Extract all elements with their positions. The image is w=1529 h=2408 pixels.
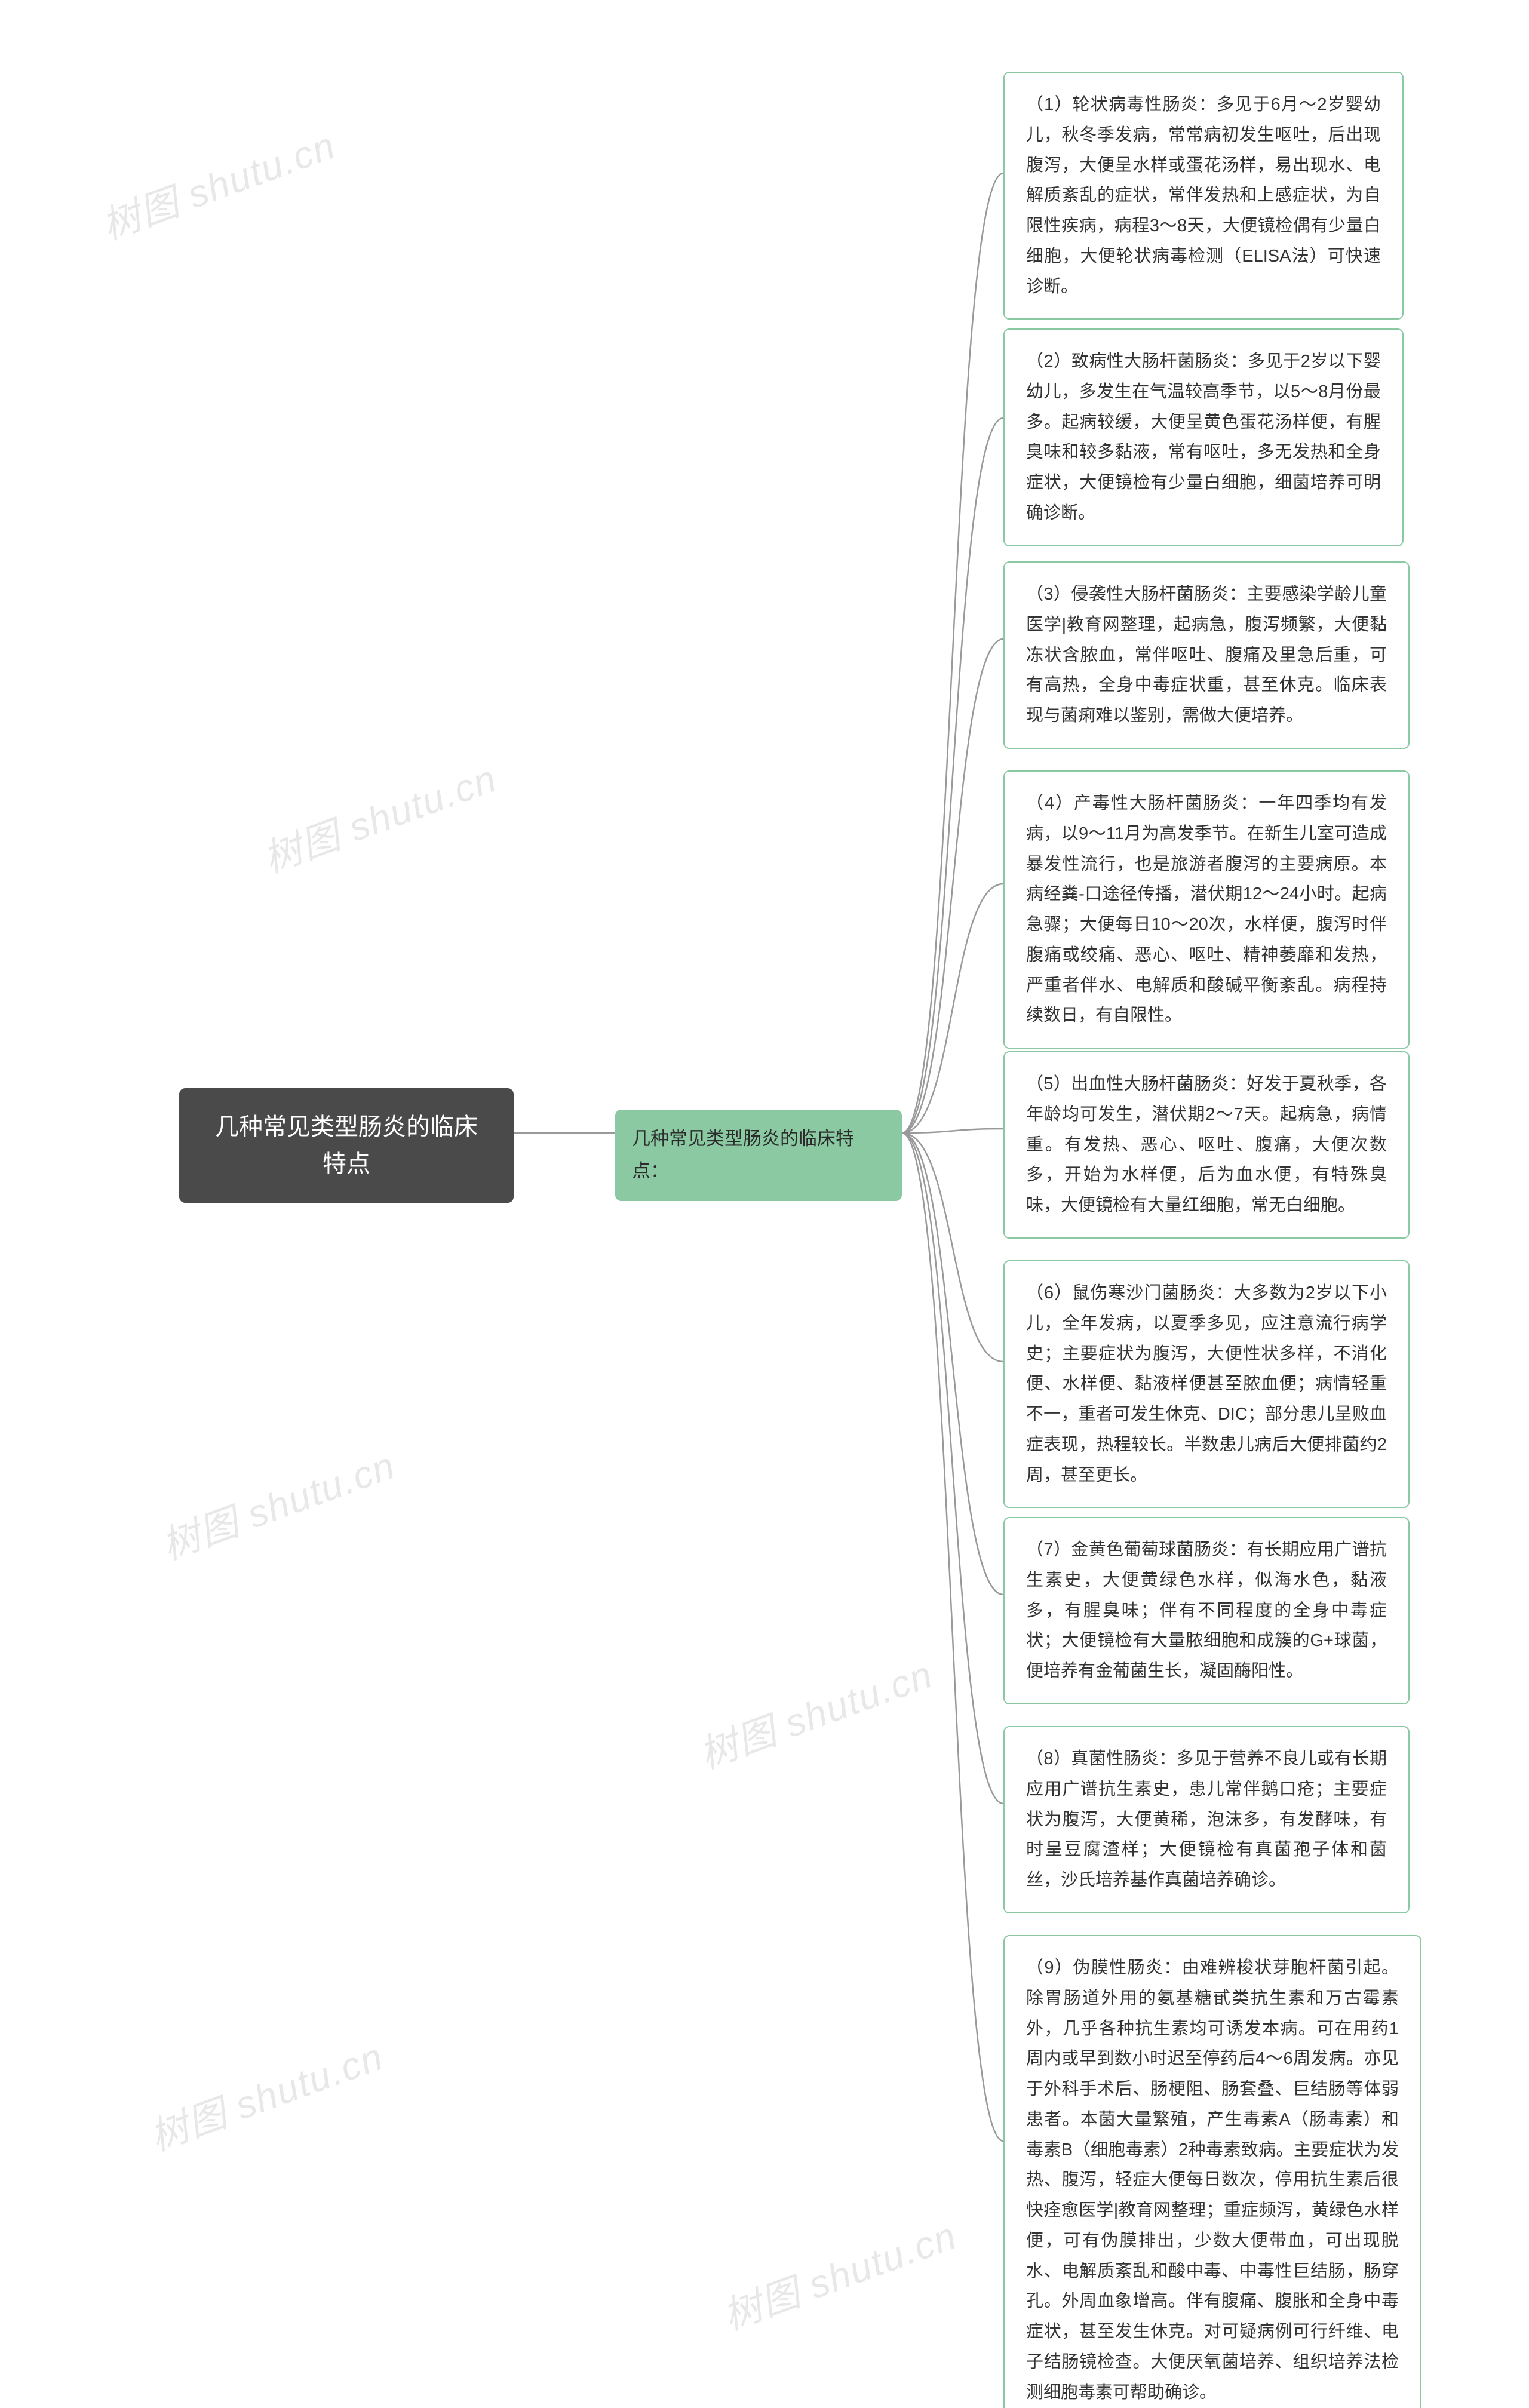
leaf-node-7[interactable]: （7）金黄色葡萄球菌肠炎：有长期应用广谱抗生素史，大便黄绿色水样，似海水色，黏液… <box>1003 1517 1410 1704</box>
leaf-text: （8）真菌性肠炎：多见于营养不良儿或有长期应用广谱抗生素史，患儿常伴鹅口疮；主要… <box>1026 1749 1387 1890</box>
mindmap-canvas: 树图 shutu.cn 树图 shutu.cn 树图 shutu.cn 树图 s… <box>0 0 1529 2408</box>
leaf-node-3[interactable]: （3）侵袭性大肠杆菌肠炎：主要感染学龄儿童医学|教育网整理，起病急，腹泻频繁，大… <box>1003 561 1410 749</box>
watermark: 树图 shutu.cn <box>94 115 342 251</box>
leaf-text: （3）侵袭性大肠杆菌肠炎：主要感染学龄儿童医学|教育网整理，起病急，腹泻频繁，大… <box>1026 585 1387 725</box>
leaf-node-1[interactable]: （1）轮状病毒性肠炎：多见于6月～2岁婴幼儿，秋冬季发病，常常病初发生呕吐，后出… <box>1003 72 1404 320</box>
edge-branch-leaf <box>902 173 1003 1133</box>
watermark: 树图 shutu.cn <box>715 2206 963 2341</box>
leaf-node-2[interactable]: （2）致病性大肠杆菌肠炎：多见于2岁以下婴幼儿，多发生在气温较高季节，以5～8月… <box>1003 328 1404 546</box>
root-line2: 特点 <box>323 1151 370 1177</box>
edge-branch-leaf <box>902 1133 1003 1362</box>
root-node[interactable]: 几种常见类型肠炎的临床 特点 <box>179 1088 514 1203</box>
leaf-text: （9）伪膜性肠炎：由难辨梭状芽胞杆菌引起。除胃肠道外用的氨基糖甙类抗生素和万古霉… <box>1026 1958 1399 2402</box>
leaf-node-4[interactable]: （4）产毒性大肠杆菌肠炎：一年四季均有发病，以9～11月为高发季节。在新生儿室可… <box>1003 770 1410 1049</box>
root-line1: 几种常见类型肠炎的临床 <box>215 1114 478 1140</box>
edge-branch-leaf <box>902 1133 1003 1595</box>
watermark: 树图 shutu.cn <box>153 1435 402 1571</box>
leaf-node-9[interactable]: （9）伪膜性肠炎：由难辨梭状芽胞杆菌引起。除胃肠道外用的氨基糖甙类抗生素和万古霉… <box>1003 1935 1421 2408</box>
watermark: 树图 shutu.cn <box>691 1644 939 1780</box>
watermark: 树图 shutu.cn <box>255 748 503 884</box>
leaf-text: （4）产毒性大肠杆菌肠炎：一年四季均有发病，以9～11月为高发季节。在新生儿室可… <box>1026 794 1387 1025</box>
leaf-node-5[interactable]: （5）出血性大肠杆菌肠炎：好发于夏秋季，各年龄均可发生，潜伏期2～7天。起病急，… <box>1003 1051 1410 1239</box>
leaf-node-8[interactable]: （8）真菌性肠炎：多见于营养不良儿或有长期应用广谱抗生素史，患儿常伴鹅口疮；主要… <box>1003 1726 1410 1914</box>
edge-branch-leaf <box>902 884 1003 1133</box>
edge-branch-leaf <box>902 639 1003 1133</box>
branch-label: 几种常见类型肠炎的临床特点： <box>632 1128 854 1181</box>
leaf-node-6[interactable]: （6）鼠伤寒沙门菌肠炎：大多数为2岁以下小儿，全年发病，以夏季多见，应注意流行病… <box>1003 1260 1410 1508</box>
leaf-text: （5）出血性大肠杆菌肠炎：好发于夏秋季，各年龄均可发生，潜伏期2～7天。起病急，… <box>1026 1074 1387 1215</box>
edge-branch-leaf <box>902 1129 1003 1133</box>
leaf-text: （1）轮状病毒性肠炎：多见于6月～2岁婴幼儿，秋冬季发病，常常病初发生呕吐，后出… <box>1026 95 1381 296</box>
leaf-text: （2）致病性大肠杆菌肠炎：多见于2岁以下婴幼儿，多发生在气温较高季节，以5～8月… <box>1026 352 1381 523</box>
edge-branch-leaf <box>902 1133 1003 2141</box>
edge-branch-leaf <box>902 418 1003 1133</box>
leaf-text: （7）金黄色葡萄球菌肠炎：有长期应用广谱抗生素史，大便黄绿色水样，似海水色，黏液… <box>1026 1540 1387 1681</box>
leaf-text: （6）鼠伤寒沙门菌肠炎：大多数为2岁以下小儿，全年发病，以夏季多见，应注意流行病… <box>1026 1283 1387 1485</box>
branch-node[interactable]: 几种常见类型肠炎的临床特点： <box>615 1110 902 1201</box>
edge-branch-leaf <box>902 1133 1003 1804</box>
watermark: 树图 shutu.cn <box>142 2026 390 2162</box>
